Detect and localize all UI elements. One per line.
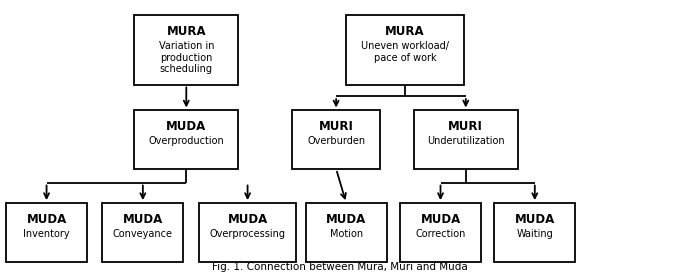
Text: Underutilization: Underutilization	[427, 136, 504, 146]
Text: MURI: MURI	[448, 120, 483, 133]
Text: MUDA: MUDA	[123, 213, 163, 225]
Text: Variation in
production
scheduling: Variation in production scheduling	[158, 41, 214, 74]
FancyBboxPatch shape	[346, 15, 464, 85]
Text: Waiting: Waiting	[517, 229, 553, 239]
FancyBboxPatch shape	[306, 203, 386, 262]
Text: MUDA: MUDA	[26, 213, 67, 225]
FancyBboxPatch shape	[293, 110, 380, 169]
Text: Overproduction: Overproduction	[149, 136, 224, 146]
Text: Conveyance: Conveyance	[113, 229, 173, 239]
Text: MUDA: MUDA	[166, 120, 206, 133]
FancyBboxPatch shape	[134, 15, 238, 85]
FancyBboxPatch shape	[414, 110, 518, 169]
Text: Correction: Correction	[416, 229, 466, 239]
FancyBboxPatch shape	[134, 110, 238, 169]
FancyBboxPatch shape	[199, 203, 297, 262]
Text: MUDA: MUDA	[420, 213, 460, 225]
Text: MUDA: MUDA	[227, 213, 268, 225]
Text: Fig. 1. Connection between Mura, Muri and Muda: Fig. 1. Connection between Mura, Muri an…	[212, 262, 467, 272]
FancyBboxPatch shape	[494, 203, 575, 262]
Text: Overprocessing: Overprocessing	[210, 229, 286, 239]
Text: Uneven workload/
pace of work: Uneven workload/ pace of work	[361, 41, 449, 63]
Text: MUDA: MUDA	[515, 213, 555, 225]
Text: MURI: MURI	[318, 120, 354, 133]
Text: MURA: MURA	[386, 24, 425, 38]
FancyBboxPatch shape	[400, 203, 481, 262]
Text: Inventory: Inventory	[23, 229, 70, 239]
FancyBboxPatch shape	[6, 203, 87, 262]
Text: MUDA: MUDA	[326, 213, 367, 225]
Text: Overburden: Overburden	[307, 136, 365, 146]
Text: MURA: MURA	[166, 24, 206, 38]
FancyBboxPatch shape	[103, 203, 183, 262]
Text: Motion: Motion	[330, 229, 363, 239]
